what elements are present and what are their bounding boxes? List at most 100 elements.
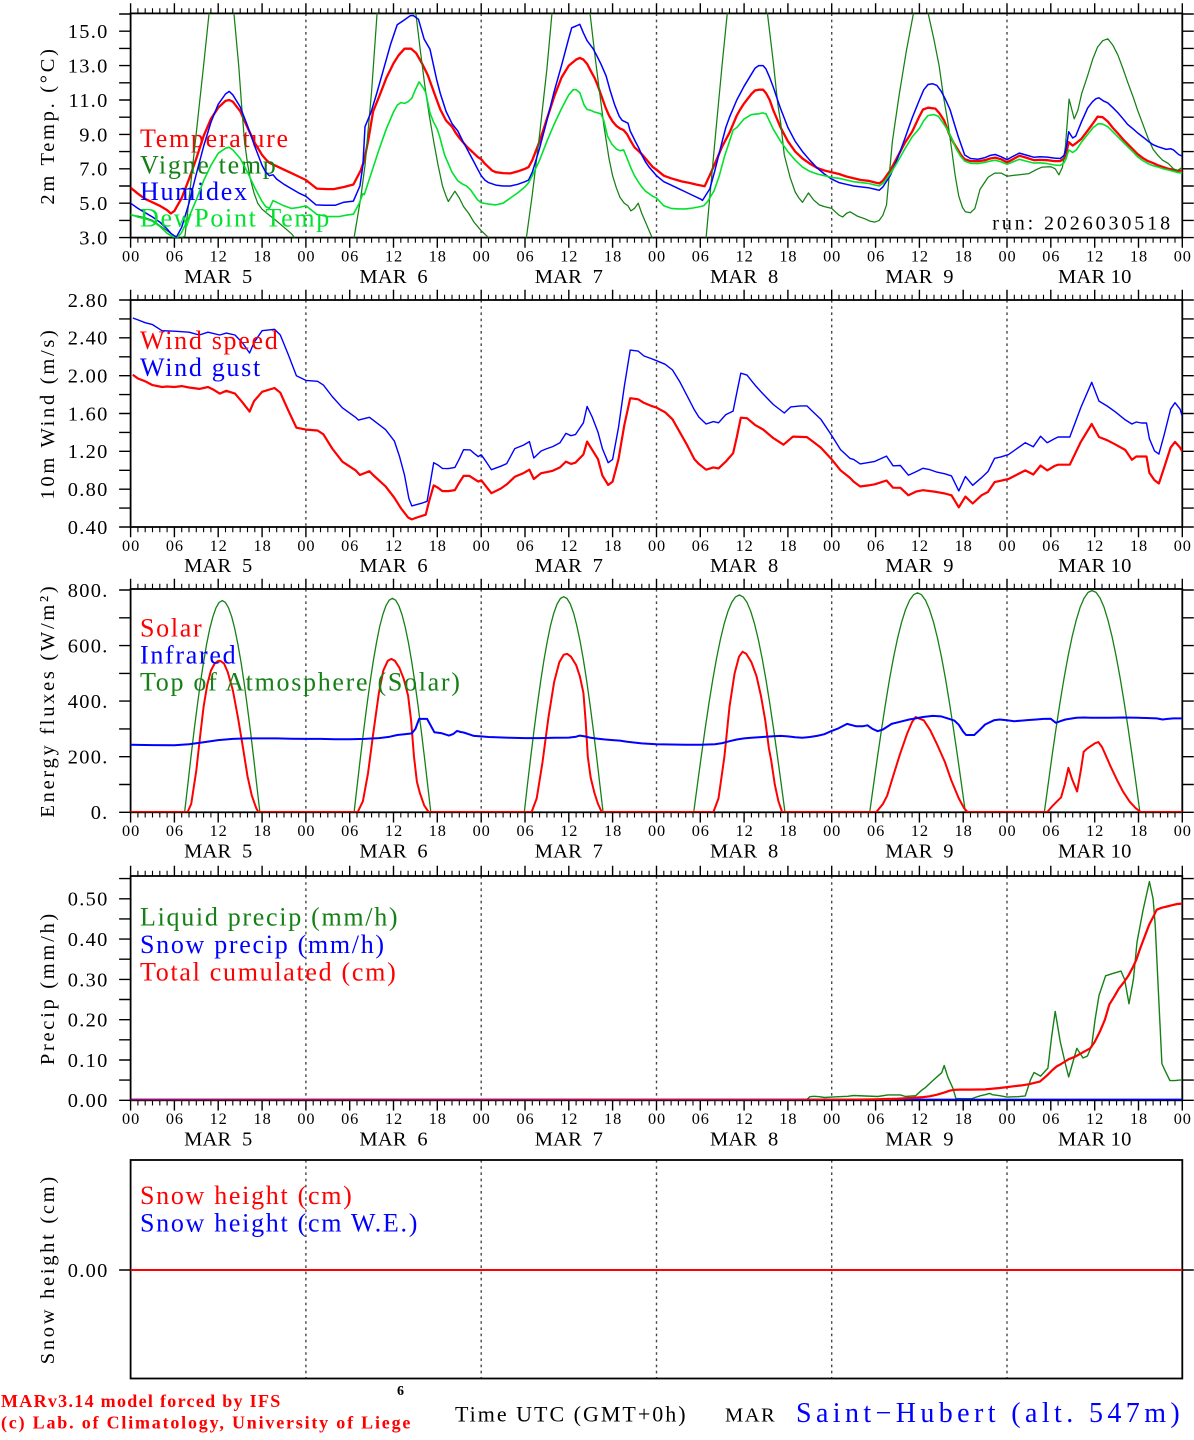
svg-text:18: 18 (254, 536, 272, 555)
svg-text:15.0: 15.0 (68, 21, 109, 43)
svg-text:DewPoint Temp: DewPoint Temp (140, 204, 331, 233)
svg-text:Wind speed: Wind speed (140, 326, 279, 355)
svg-text:0.40: 0.40 (68, 929, 109, 951)
svg-text:06: 06 (867, 536, 885, 555)
svg-text:0.20: 0.20 (68, 1010, 109, 1032)
svg-text:12: 12 (1086, 821, 1104, 840)
svg-text:0.00: 0.00 (68, 1260, 109, 1282)
svg-text:Snow precip (mm/h): Snow precip (mm/h) (140, 930, 386, 959)
svg-text:Saint−Hubert (alt. 547m): Saint−Hubert (alt. 547m) (796, 1398, 1184, 1429)
svg-text:3.0: 3.0 (79, 228, 108, 250)
svg-text:18: 18 (604, 536, 622, 555)
svg-text:06: 06 (166, 536, 184, 555)
svg-text:18: 18 (429, 246, 447, 265)
svg-text:18: 18 (779, 246, 797, 265)
svg-text:06: 06 (341, 1109, 359, 1128)
svg-text:MAR 7: MAR 7 (535, 1129, 603, 1151)
svg-text:13.0: 13.0 (68, 56, 109, 78)
svg-text:Liquid precip (mm/h): Liquid precip (mm/h) (140, 903, 399, 932)
svg-text:18: 18 (1130, 246, 1148, 265)
svg-text:12: 12 (210, 536, 228, 555)
svg-text:00: 00 (998, 246, 1016, 265)
svg-text:06: 06 (867, 246, 885, 265)
svg-text:00: 00 (122, 536, 140, 555)
svg-text:12: 12 (560, 246, 578, 265)
svg-text:00: 00 (297, 536, 315, 555)
svg-text:MAR: MAR (725, 1405, 776, 1427)
svg-text:00: 00 (998, 1109, 1016, 1128)
svg-text:Precip (mm/h): Precip (mm/h) (37, 911, 59, 1065)
svg-text:18: 18 (429, 1109, 447, 1128)
svg-text:12: 12 (385, 536, 403, 555)
svg-text:00: 00 (998, 821, 1016, 840)
svg-text:MAR 6: MAR 6 (359, 555, 427, 577)
svg-text:12: 12 (1086, 1109, 1104, 1128)
svg-text:MAR 5: MAR 5 (184, 841, 252, 863)
svg-text:18: 18 (779, 821, 797, 840)
svg-text:MAR 7: MAR 7 (535, 841, 603, 863)
svg-text:06: 06 (516, 536, 534, 555)
svg-text:06: 06 (692, 536, 710, 555)
svg-text:00: 00 (998, 536, 1016, 555)
svg-text:12: 12 (911, 536, 929, 555)
svg-text:12: 12 (1086, 536, 1104, 555)
svg-text:MAR 10: MAR 10 (1058, 555, 1132, 577)
svg-text:MAR 8: MAR 8 (710, 841, 778, 863)
svg-text:2.40: 2.40 (68, 328, 109, 350)
svg-text:06: 06 (692, 1109, 710, 1128)
svg-text:00: 00 (823, 1109, 841, 1128)
svg-text:00: 00 (297, 821, 315, 840)
svg-text:Solar: Solar (140, 614, 203, 643)
svg-text:400.: 400. (68, 691, 109, 713)
svg-text:Wind gust: Wind gust (140, 353, 262, 382)
svg-text:MAR 8: MAR 8 (710, 555, 778, 577)
svg-text:Total cumulated (cm): Total cumulated (cm) (140, 958, 397, 987)
svg-text:18: 18 (254, 821, 272, 840)
svg-text:18: 18 (604, 246, 622, 265)
svg-text:00: 00 (297, 1109, 315, 1128)
svg-text:MAR 5: MAR 5 (184, 555, 252, 577)
svg-text:06: 06 (166, 821, 184, 840)
svg-text:06: 06 (867, 821, 885, 840)
svg-text:2.00: 2.00 (68, 366, 109, 388)
svg-text:00: 00 (1174, 821, 1192, 840)
svg-text:18: 18 (429, 821, 447, 840)
svg-text:12: 12 (736, 1109, 754, 1128)
svg-text:12: 12 (560, 1109, 578, 1128)
svg-text:06: 06 (516, 246, 534, 265)
svg-text:MAR 8: MAR 8 (710, 1129, 778, 1151)
svg-text:Snow height (cm W.E.): Snow height (cm W.E.) (140, 1209, 419, 1238)
svg-text:2.80: 2.80 (68, 290, 109, 312)
svg-text:18: 18 (254, 1109, 272, 1128)
svg-text:1.20: 1.20 (68, 441, 109, 463)
svg-text:00: 00 (648, 246, 666, 265)
svg-text:2m Temp. (°C): 2m Temp. (°C) (37, 46, 59, 204)
svg-text:00: 00 (122, 821, 140, 840)
svg-text:12: 12 (560, 536, 578, 555)
svg-text:12: 12 (736, 821, 754, 840)
svg-text:18: 18 (955, 1109, 973, 1128)
svg-text:0.: 0. (91, 802, 109, 824)
svg-text:00: 00 (823, 246, 841, 265)
svg-text:18: 18 (779, 536, 797, 555)
svg-text:12: 12 (210, 246, 228, 265)
svg-text:0.00: 0.00 (68, 1090, 109, 1112)
svg-text:12: 12 (385, 246, 403, 265)
svg-text:06: 06 (1042, 246, 1060, 265)
svg-text:00: 00 (648, 1109, 666, 1128)
svg-text:00: 00 (823, 536, 841, 555)
svg-text:18: 18 (1130, 1109, 1148, 1128)
svg-text:00: 00 (297, 246, 315, 265)
svg-text:MAR 9: MAR 9 (885, 1129, 953, 1151)
svg-text:MAR 10: MAR 10 (1058, 841, 1132, 863)
svg-text:MAR 10: MAR 10 (1058, 1129, 1132, 1151)
svg-text:12: 12 (911, 246, 929, 265)
svg-text:00: 00 (122, 246, 140, 265)
svg-text:0.10: 0.10 (68, 1050, 109, 1072)
svg-text:06: 06 (341, 536, 359, 555)
svg-text:Snow height (cm): Snow height (cm) (140, 1181, 354, 1210)
svg-text:600.: 600. (68, 636, 109, 658)
svg-text:00: 00 (473, 821, 491, 840)
svg-text:MAR 7: MAR 7 (535, 266, 603, 288)
svg-text:800.: 800. (68, 580, 109, 602)
